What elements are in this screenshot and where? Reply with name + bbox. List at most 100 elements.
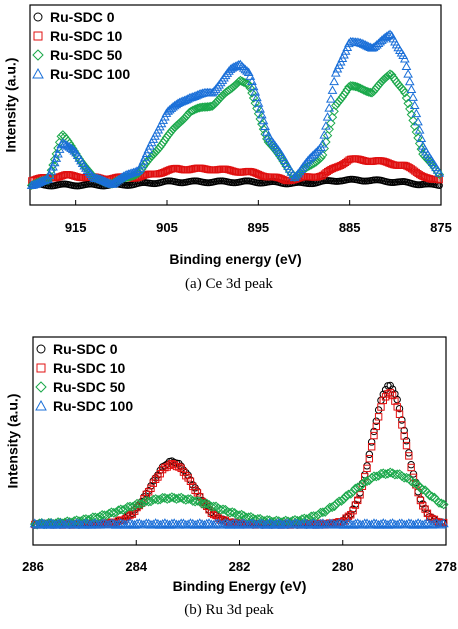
data-point [299, 513, 310, 524]
data-point [55, 518, 66, 528]
data-point [373, 38, 384, 47]
data-point [408, 115, 418, 126]
data-point [308, 511, 319, 521]
data-point [194, 518, 205, 528]
data-point [322, 112, 333, 121]
data-point [304, 154, 315, 163]
data-point [241, 512, 252, 523]
data-point [32, 49, 44, 61]
data-point [237, 76, 247, 87]
data-point [411, 127, 422, 137]
x-tick-label: 284 [125, 559, 147, 574]
data-point [273, 518, 284, 528]
data-point [92, 512, 103, 523]
data-point [385, 518, 396, 528]
data-point [409, 100, 420, 109]
legend-entry: Ru-SDC 10 [53, 360, 126, 376]
legend-entry: Ru-SDC 50 [53, 379, 126, 395]
data-point [36, 518, 47, 528]
data-point [62, 518, 73, 528]
x-axis-label: Binding Energy (eV) [173, 578, 307, 594]
data-point [357, 84, 367, 94]
data-point [365, 87, 376, 98]
data-point [185, 518, 196, 528]
x-tick-label: 278 [435, 559, 457, 574]
data-point [403, 98, 413, 109]
data-point [58, 138, 68, 147]
data-point [386, 70, 397, 80]
data-point [372, 39, 382, 49]
data-point [250, 87, 261, 96]
data-point [191, 486, 199, 495]
data-point [421, 153, 431, 163]
data-point [355, 481, 365, 492]
data-point [121, 515, 130, 523]
data-point [367, 443, 376, 451]
data-point [405, 452, 413, 460]
data-point [336, 518, 347, 528]
data-point [354, 496, 362, 505]
data-point [408, 92, 418, 101]
x-tick-label: 915 [65, 220, 87, 235]
data-point [101, 510, 112, 521]
data-point [168, 102, 178, 111]
data-point [218, 504, 228, 515]
data-point [372, 417, 381, 425]
data-point [324, 518, 335, 528]
data-point [131, 518, 143, 528]
data-point [113, 174, 124, 184]
data-point [380, 32, 390, 42]
data-point [406, 84, 417, 94]
data-point [135, 163, 146, 173]
data-point [154, 473, 162, 481]
data-point [325, 94, 336, 103]
data-point [377, 403, 385, 411]
data-point [350, 81, 361, 92]
data-point [345, 488, 356, 499]
data-point [48, 160, 58, 170]
data-point [413, 480, 424, 490]
series-ru-sdc-100 [26, 29, 445, 189]
data-point [169, 100, 180, 110]
data-point [115, 173, 126, 183]
data-point [125, 501, 135, 512]
data-point [171, 99, 182, 109]
data-point [46, 518, 57, 528]
data-point [177, 464, 185, 473]
data-point [319, 130, 330, 139]
data-point [112, 176, 122, 185]
data-point [299, 518, 310, 528]
x-tick-label: 875 [430, 220, 452, 235]
data-point [166, 518, 177, 528]
data-point [210, 518, 222, 528]
data-point [405, 104, 415, 114]
data-point [124, 518, 136, 528]
data-point [250, 98, 260, 108]
data-point [378, 33, 389, 43]
data-point [398, 416, 406, 424]
data-point [164, 493, 175, 504]
data-point [395, 404, 404, 413]
data-point [307, 150, 318, 160]
data-point [97, 518, 108, 528]
data-point [176, 518, 187, 528]
data-point [424, 490, 435, 501]
legend-entry: Ru-SDC 0 [50, 9, 115, 25]
y-axis-label: Intensity (a.u.) [5, 394, 21, 489]
data-point [400, 432, 408, 440]
data-point [376, 35, 387, 44]
data-point [386, 388, 394, 397]
data-point [410, 478, 421, 489]
data-point [115, 518, 126, 528]
legend-entry: Ru-SDC 0 [53, 341, 118, 357]
data-point [401, 61, 412, 71]
x-axis-label: Binding energy (eV) [169, 251, 301, 267]
data-point [391, 390, 399, 398]
data-point [351, 501, 360, 509]
data-point [356, 491, 364, 499]
data-point [374, 413, 383, 421]
data-point [308, 518, 319, 528]
data-point [418, 141, 428, 150]
data-point [256, 109, 267, 119]
data-point [238, 518, 249, 528]
